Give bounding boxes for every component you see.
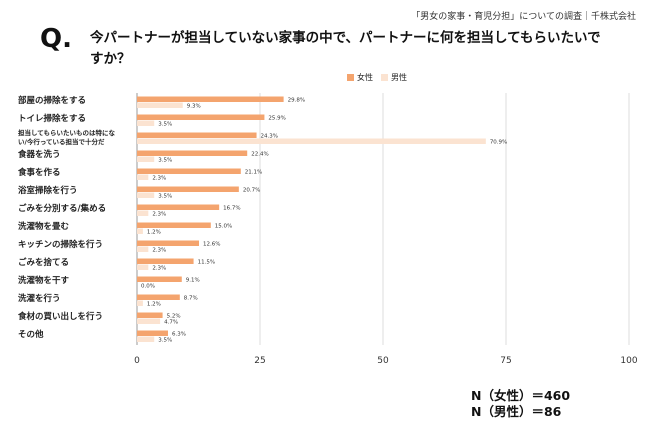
data-label-female: 5.2% [167,314,181,320]
x-tick-label: 50 [377,356,389,366]
data-label-male: 2.3% [152,212,166,218]
data-label-male: 3.5% [158,338,172,344]
data-label-female: 20.7% [243,188,260,194]
x-tick-label: 25 [254,356,265,366]
bar-female [137,330,168,336]
bar-female [137,240,199,246]
category-label: 洗濯物を畳む [18,221,70,232]
data-label-female: 22.4% [251,152,268,158]
bar-female [137,276,182,282]
bar-male [137,210,149,216]
bar-female [137,150,248,156]
legend-label-female: 女性 [357,73,373,82]
bar-male [137,102,183,108]
sample-size-male: N（男性）＝86 [471,404,562,419]
data-label-female: 8.7% [184,296,198,302]
data-label-female: 24.3% [261,134,278,140]
legend-label-male: 男性 [391,73,407,82]
category-label: ごみを分別する/集める [18,203,106,214]
category-label: 洗濯物を干す [18,275,70,286]
data-label-male: 0.0% [141,284,155,290]
bar-male [137,336,155,342]
data-label-female: 25.9% [268,116,285,122]
data-label-male: 3.5% [158,122,172,128]
bar-female [137,312,163,318]
category-label: 浴室掃除を行う [18,185,78,196]
category-label: 洗濯を行う [18,293,61,304]
data-label-male: 70.9% [490,140,507,146]
data-label-female: 12.6% [203,242,220,248]
data-label-female: 9.1% [186,278,200,284]
x-tick-label: 75 [500,356,511,366]
sample-size-female: N（女性）＝460 [471,388,571,403]
bar-female [137,132,257,138]
category-label: その他 [18,329,44,340]
data-label-female: 15.0% [215,224,232,230]
bar-female [137,258,194,264]
category-label: 食器を洗う [18,149,61,160]
category-label: キッチンの掃除を行う [18,239,103,250]
data-label-male: 2.3% [152,176,166,182]
bar-male [137,264,149,270]
bar-female [137,168,241,174]
legend-swatch-female [347,74,354,81]
data-label-male: 3.5% [158,158,172,164]
category-label: トイレ掃除をする [18,113,86,124]
legend-item-male: 男性 [381,72,407,83]
question-text: 今パートナーが担当していない家事の中で、パートナーに何を担当してもらいたいですか… [90,30,601,67]
bar-female [137,294,180,300]
bar-male [137,120,155,126]
legend-item-female: 女性 [347,72,373,83]
data-label-male: 2.3% [152,248,166,254]
category-label: 部屋の掃除をする [18,95,86,106]
data-label-female: 29.8% [288,98,305,104]
bar-male [137,228,143,234]
data-label-male: 9.3% [187,104,201,110]
legend-swatch-male [381,74,388,81]
x-tick-label: 100 [620,356,637,366]
bar-male [137,174,149,180]
bar-male [137,138,486,144]
x-tick-label: 0 [134,356,140,366]
source-credit: 「男女の家事・育児分担」についての調査｜千株式会社 [411,12,636,22]
category-label: 担当してもらいたいものは特にな [18,128,115,137]
category-label: ごみを捨てる [18,257,69,268]
category-label: 食事を作る [18,167,61,178]
question-mark: Q. [40,24,72,54]
bar-female [137,204,220,210]
category-label: 食材の買い出しを行う [18,311,103,322]
data-label-female: 11.5% [198,260,215,266]
bar-male [137,156,155,162]
data-label-male: 1.2% [147,230,161,236]
data-label-female: 21.1% [245,170,262,176]
sample-size: N（女性）＝460 N（男性）＝86 [471,388,570,420]
data-label-male: 1.2% [147,302,161,308]
bar-male [137,318,161,324]
bar-female [137,186,239,192]
data-label-male: 4.7% [164,320,178,326]
bar-female [137,114,265,120]
bar-male [137,246,149,252]
chart-legend: 女性 男性 [347,72,411,83]
category-label: い/今行っている担当で十分だ [18,137,105,146]
data-label-female: 16.7% [223,206,240,212]
bar-female [137,222,211,228]
data-label-female: 6.3% [172,332,186,338]
data-label-male: 2.3% [152,266,166,272]
data-label-male: 3.5% [158,194,172,200]
bar-male [137,192,155,198]
bar-female [137,96,284,102]
bar-male [137,300,143,306]
